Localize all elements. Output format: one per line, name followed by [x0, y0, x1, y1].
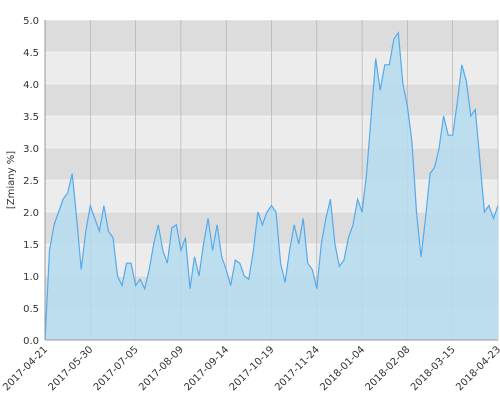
y-tick-label: 5.0 — [23, 16, 39, 27]
y-tick-label: 0.0 — [23, 336, 39, 347]
y-axis-label: [Zmiany %] — [6, 151, 17, 209]
x-tick-label: 2018-02-08 — [364, 344, 413, 393]
x-tick-label: 2017-09-14 — [182, 344, 231, 393]
y-tick-label: 1.0 — [23, 272, 39, 283]
y-tick-label: 3.0 — [23, 144, 39, 155]
y-tick-label: 0.5 — [23, 304, 39, 315]
x-tick-label: 2017-08-09 — [137, 344, 186, 393]
y-tick-label: 3.5 — [23, 112, 39, 123]
y-tick-label: 1.5 — [23, 240, 39, 251]
x-tick-label: 2017-05-30 — [47, 344, 96, 393]
x-tick-label: 2017-11-24 — [273, 344, 322, 393]
x-tick-label: 2017-07-05 — [92, 344, 141, 393]
y-tick-label: 4.5 — [23, 48, 39, 59]
y-tick-label: 2.0 — [23, 208, 39, 219]
x-tick-label: 2018-04-23 — [454, 344, 500, 393]
area — [45, 32, 498, 341]
line — [44, 31, 499, 341]
x-tick-label: 2018-01-04 — [318, 344, 367, 393]
x-tick-label: 2017-04-21 — [1, 344, 50, 393]
y-tick-label: 2.5 — [23, 176, 39, 187]
y-tick-label: 4.0 — [23, 80, 39, 91]
x-tick-label: 2018-03-15 — [409, 344, 458, 393]
x-tick-label: 2017-10-19 — [228, 344, 277, 393]
